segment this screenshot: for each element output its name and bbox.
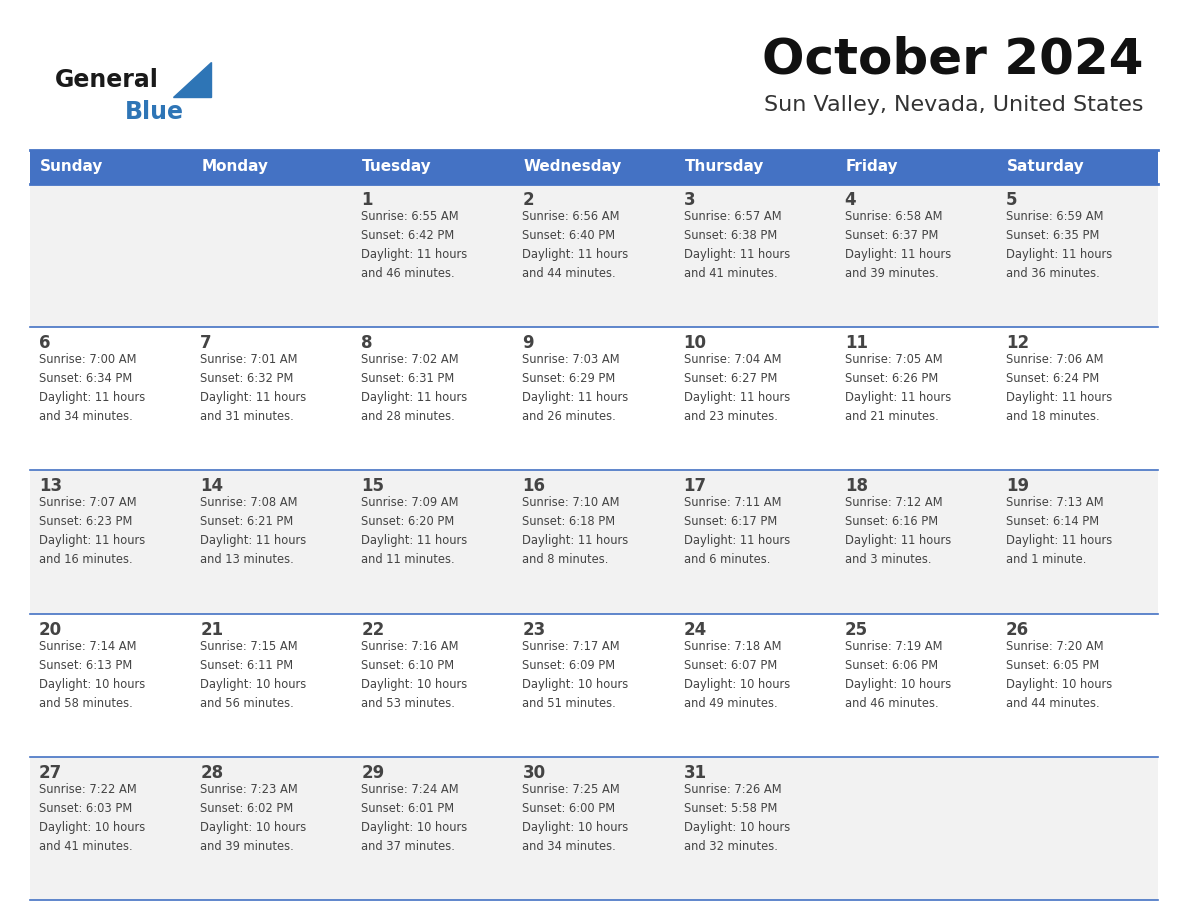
- Text: Sunrise: 7:14 AM
Sunset: 6:13 PM
Daylight: 10 hours
and 58 minutes.: Sunrise: 7:14 AM Sunset: 6:13 PM Dayligh…: [39, 640, 145, 710]
- Text: Friday: Friday: [846, 160, 898, 174]
- Text: Sunrise: 7:08 AM
Sunset: 6:21 PM
Daylight: 11 hours
and 13 minutes.: Sunrise: 7:08 AM Sunset: 6:21 PM Dayligh…: [200, 497, 307, 566]
- FancyBboxPatch shape: [30, 150, 1158, 184]
- Text: 14: 14: [200, 477, 223, 496]
- Text: 2: 2: [523, 191, 535, 209]
- Text: 13: 13: [39, 477, 62, 496]
- Text: Sunrise: 6:59 AM
Sunset: 6:35 PM
Daylight: 11 hours
and 36 minutes.: Sunrise: 6:59 AM Sunset: 6:35 PM Dayligh…: [1006, 210, 1112, 280]
- Text: Sunrise: 7:24 AM
Sunset: 6:01 PM
Daylight: 10 hours
and 37 minutes.: Sunrise: 7:24 AM Sunset: 6:01 PM Dayligh…: [361, 783, 468, 853]
- Text: Sunrise: 7:11 AM
Sunset: 6:17 PM
Daylight: 11 hours
and 6 minutes.: Sunrise: 7:11 AM Sunset: 6:17 PM Dayligh…: [683, 497, 790, 566]
- FancyBboxPatch shape: [30, 756, 1158, 900]
- Text: Wednesday: Wednesday: [524, 160, 621, 174]
- Text: 16: 16: [523, 477, 545, 496]
- Text: 28: 28: [200, 764, 223, 782]
- Text: 30: 30: [523, 764, 545, 782]
- Polygon shape: [173, 62, 211, 97]
- Text: 9: 9: [523, 334, 535, 353]
- Text: Sunrise: 7:17 AM
Sunset: 6:09 PM
Daylight: 10 hours
and 51 minutes.: Sunrise: 7:17 AM Sunset: 6:09 PM Dayligh…: [523, 640, 628, 710]
- Text: 20: 20: [39, 621, 62, 639]
- Text: Sunrise: 7:10 AM
Sunset: 6:18 PM
Daylight: 11 hours
and 8 minutes.: Sunrise: 7:10 AM Sunset: 6:18 PM Dayligh…: [523, 497, 628, 566]
- Text: Sunrise: 7:01 AM
Sunset: 6:32 PM
Daylight: 11 hours
and 31 minutes.: Sunrise: 7:01 AM Sunset: 6:32 PM Dayligh…: [200, 353, 307, 423]
- Text: 7: 7: [200, 334, 211, 353]
- Text: 31: 31: [683, 764, 707, 782]
- Text: Sunrise: 7:06 AM
Sunset: 6:24 PM
Daylight: 11 hours
and 18 minutes.: Sunrise: 7:06 AM Sunset: 6:24 PM Dayligh…: [1006, 353, 1112, 423]
- Text: Sunrise: 7:13 AM
Sunset: 6:14 PM
Daylight: 11 hours
and 1 minute.: Sunrise: 7:13 AM Sunset: 6:14 PM Dayligh…: [1006, 497, 1112, 566]
- Text: 26: 26: [1006, 621, 1029, 639]
- Text: 12: 12: [1006, 334, 1029, 353]
- Text: 27: 27: [39, 764, 62, 782]
- Text: Sunrise: 7:20 AM
Sunset: 6:05 PM
Daylight: 10 hours
and 44 minutes.: Sunrise: 7:20 AM Sunset: 6:05 PM Dayligh…: [1006, 640, 1112, 710]
- Text: 5: 5: [1006, 191, 1017, 209]
- Text: Sunrise: 7:25 AM
Sunset: 6:00 PM
Daylight: 10 hours
and 34 minutes.: Sunrise: 7:25 AM Sunset: 6:00 PM Dayligh…: [523, 783, 628, 853]
- Text: 17: 17: [683, 477, 707, 496]
- FancyBboxPatch shape: [30, 470, 1158, 613]
- Text: Sunrise: 6:58 AM
Sunset: 6:37 PM
Daylight: 11 hours
and 39 minutes.: Sunrise: 6:58 AM Sunset: 6:37 PM Dayligh…: [845, 210, 950, 280]
- Text: Sunrise: 7:26 AM
Sunset: 5:58 PM
Daylight: 10 hours
and 32 minutes.: Sunrise: 7:26 AM Sunset: 5:58 PM Dayligh…: [683, 783, 790, 853]
- Text: 29: 29: [361, 764, 385, 782]
- Text: 4: 4: [845, 191, 857, 209]
- Text: Sunrise: 7:19 AM
Sunset: 6:06 PM
Daylight: 10 hours
and 46 minutes.: Sunrise: 7:19 AM Sunset: 6:06 PM Dayligh…: [845, 640, 950, 710]
- Text: Sunday: Sunday: [40, 160, 103, 174]
- Text: Sunrise: 7:18 AM
Sunset: 6:07 PM
Daylight: 10 hours
and 49 minutes.: Sunrise: 7:18 AM Sunset: 6:07 PM Dayligh…: [683, 640, 790, 710]
- Text: Sunrise: 7:23 AM
Sunset: 6:02 PM
Daylight: 10 hours
and 39 minutes.: Sunrise: 7:23 AM Sunset: 6:02 PM Dayligh…: [200, 783, 307, 853]
- Text: Sunrise: 7:04 AM
Sunset: 6:27 PM
Daylight: 11 hours
and 23 minutes.: Sunrise: 7:04 AM Sunset: 6:27 PM Dayligh…: [683, 353, 790, 423]
- Text: 24: 24: [683, 621, 707, 639]
- Text: Sunrise: 7:02 AM
Sunset: 6:31 PM
Daylight: 11 hours
and 28 minutes.: Sunrise: 7:02 AM Sunset: 6:31 PM Dayligh…: [361, 353, 468, 423]
- Text: Monday: Monday: [201, 160, 268, 174]
- Text: 3: 3: [683, 191, 695, 209]
- Text: General: General: [55, 68, 159, 92]
- FancyBboxPatch shape: [30, 613, 1158, 756]
- Text: 22: 22: [361, 621, 385, 639]
- Text: Sun Valley, Nevada, United States: Sun Valley, Nevada, United States: [764, 95, 1143, 115]
- Text: Sunrise: 7:16 AM
Sunset: 6:10 PM
Daylight: 10 hours
and 53 minutes.: Sunrise: 7:16 AM Sunset: 6:10 PM Dayligh…: [361, 640, 468, 710]
- Text: Sunrise: 7:07 AM
Sunset: 6:23 PM
Daylight: 11 hours
and 16 minutes.: Sunrise: 7:07 AM Sunset: 6:23 PM Dayligh…: [39, 497, 145, 566]
- Text: 21: 21: [200, 621, 223, 639]
- Text: 18: 18: [845, 477, 867, 496]
- Text: 10: 10: [683, 334, 707, 353]
- Text: 1: 1: [361, 191, 373, 209]
- Text: 23: 23: [523, 621, 545, 639]
- Text: Sunrise: 7:03 AM
Sunset: 6:29 PM
Daylight: 11 hours
and 26 minutes.: Sunrise: 7:03 AM Sunset: 6:29 PM Dayligh…: [523, 353, 628, 423]
- Text: 25: 25: [845, 621, 868, 639]
- Text: Tuesday: Tuesday: [362, 160, 432, 174]
- Text: Sunrise: 7:09 AM
Sunset: 6:20 PM
Daylight: 11 hours
and 11 minutes.: Sunrise: 7:09 AM Sunset: 6:20 PM Dayligh…: [361, 497, 468, 566]
- Text: 8: 8: [361, 334, 373, 353]
- Text: Blue: Blue: [125, 100, 184, 124]
- Text: Sunrise: 7:00 AM
Sunset: 6:34 PM
Daylight: 11 hours
and 34 minutes.: Sunrise: 7:00 AM Sunset: 6:34 PM Dayligh…: [39, 353, 145, 423]
- Text: Thursday: Thursday: [684, 160, 764, 174]
- Text: Sunrise: 7:05 AM
Sunset: 6:26 PM
Daylight: 11 hours
and 21 minutes.: Sunrise: 7:05 AM Sunset: 6:26 PM Dayligh…: [845, 353, 950, 423]
- Text: Sunrise: 7:12 AM
Sunset: 6:16 PM
Daylight: 11 hours
and 3 minutes.: Sunrise: 7:12 AM Sunset: 6:16 PM Dayligh…: [845, 497, 950, 566]
- Text: 15: 15: [361, 477, 384, 496]
- Text: 19: 19: [1006, 477, 1029, 496]
- FancyBboxPatch shape: [30, 327, 1158, 470]
- Text: October 2024: October 2024: [762, 35, 1143, 83]
- Text: 11: 11: [845, 334, 867, 353]
- Text: Sunrise: 7:22 AM
Sunset: 6:03 PM
Daylight: 10 hours
and 41 minutes.: Sunrise: 7:22 AM Sunset: 6:03 PM Dayligh…: [39, 783, 145, 853]
- Text: 6: 6: [39, 334, 51, 353]
- Text: Sunrise: 6:56 AM
Sunset: 6:40 PM
Daylight: 11 hours
and 44 minutes.: Sunrise: 6:56 AM Sunset: 6:40 PM Dayligh…: [523, 210, 628, 280]
- Text: Sunrise: 6:55 AM
Sunset: 6:42 PM
Daylight: 11 hours
and 46 minutes.: Sunrise: 6:55 AM Sunset: 6:42 PM Dayligh…: [361, 210, 468, 280]
- Text: Saturday: Saturday: [1007, 160, 1085, 174]
- Text: Sunrise: 6:57 AM
Sunset: 6:38 PM
Daylight: 11 hours
and 41 minutes.: Sunrise: 6:57 AM Sunset: 6:38 PM Dayligh…: [683, 210, 790, 280]
- Text: Sunrise: 7:15 AM
Sunset: 6:11 PM
Daylight: 10 hours
and 56 minutes.: Sunrise: 7:15 AM Sunset: 6:11 PM Dayligh…: [200, 640, 307, 710]
- FancyBboxPatch shape: [30, 184, 1158, 327]
